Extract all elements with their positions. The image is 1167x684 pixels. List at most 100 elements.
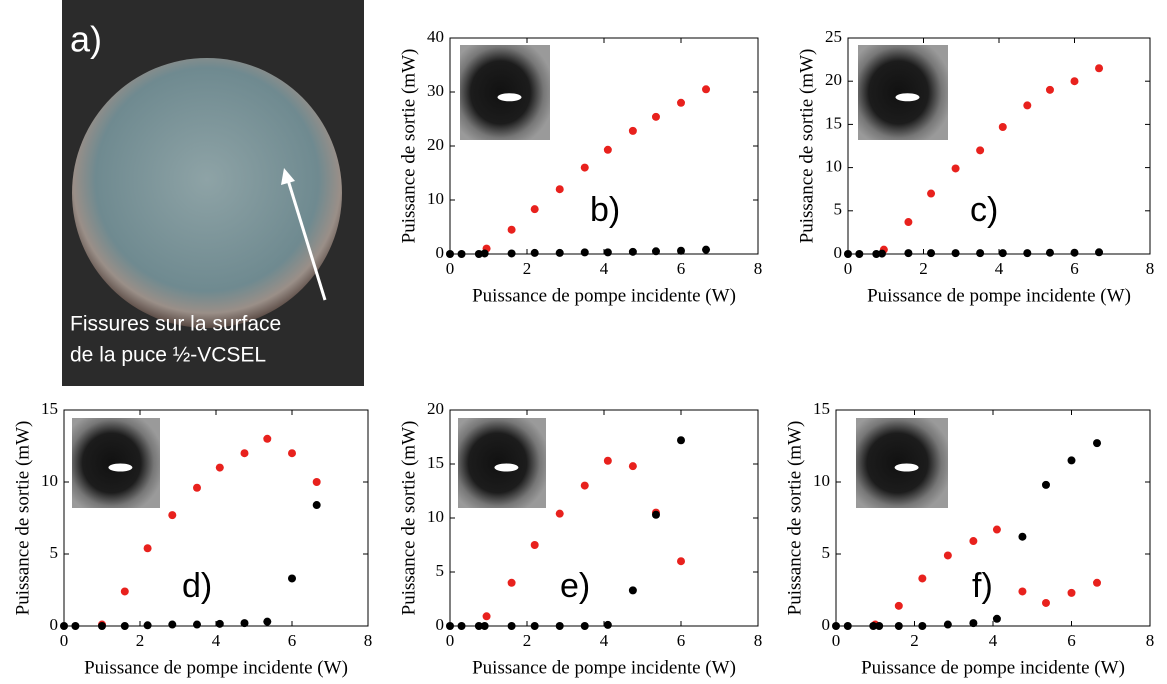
y-tick-label: 10	[427, 189, 444, 208]
y-tick-label: 0	[822, 615, 831, 634]
data-point	[951, 249, 960, 258]
data-point	[446, 622, 454, 630]
panel-label: b)	[590, 191, 620, 229]
x-tick-label: 0	[60, 631, 69, 650]
data-point	[120, 622, 129, 630]
x-tick-label: 2	[523, 631, 532, 650]
data-point	[1023, 249, 1032, 258]
data-point	[1067, 456, 1076, 465]
x-tick-label: 8	[754, 259, 763, 278]
x-tick-label: 8	[754, 631, 763, 650]
x-axis-label: Puissance de pompe incidente (W)	[472, 657, 736, 678]
y-tick-label: 5	[436, 561, 445, 580]
data-point	[580, 481, 589, 490]
data-point	[555, 622, 564, 630]
y-tick-label: 10	[427, 507, 444, 526]
data-point	[832, 622, 840, 630]
x-tick-label: 4	[989, 631, 998, 650]
y-axis-label: Puissance de sortie (mW)	[12, 421, 33, 616]
data-point	[651, 112, 660, 121]
data-point	[193, 483, 201, 492]
data-point	[1045, 248, 1054, 257]
data-point	[457, 622, 466, 630]
data-point	[263, 617, 272, 626]
y-tick-label: 10	[813, 471, 830, 490]
y-tick-label: 15	[427, 453, 444, 472]
x-tick-label: 0	[832, 631, 841, 650]
data-point	[1041, 598, 1050, 607]
panel-label: a)	[70, 19, 102, 60]
x-axis-label: Puissance de pompe incidente (W)	[84, 657, 348, 678]
arrow	[286, 179, 327, 301]
data-point	[869, 622, 878, 630]
x-tick-label: 6	[677, 631, 686, 650]
data-point	[530, 541, 539, 549]
data-point	[855, 250, 864, 258]
y-tick-label: 20	[427, 135, 444, 154]
data-point	[446, 250, 454, 258]
x-axis-label: Puissance de pompe incidente (W)	[867, 285, 1131, 306]
caption: de la puce ½-VCSEL	[70, 344, 266, 367]
y-tick-label: 40	[427, 27, 444, 46]
x-tick-label: 4	[600, 259, 609, 278]
data-point	[240, 619, 249, 628]
data-point	[98, 622, 106, 630]
data-point	[677, 436, 685, 445]
y-tick-label: 0	[436, 243, 445, 262]
data-point	[628, 462, 637, 471]
data-point	[677, 246, 685, 255]
x-tick-label: 4	[600, 631, 609, 650]
y-tick-label: 0	[834, 243, 843, 262]
y-tick-label: 0	[50, 615, 59, 634]
x-tick-label: 2	[523, 259, 532, 278]
data-point	[1018, 587, 1027, 596]
data-point	[507, 225, 516, 234]
data-point	[875, 622, 884, 630]
data-point	[976, 146, 985, 155]
chart: 0 2 4 6 8 0 5 10 15 Puissance de pompe incidente …	[784, 399, 1154, 678]
data-point	[530, 622, 539, 630]
data-point	[904, 218, 913, 227]
data-point	[844, 250, 852, 258]
data-point	[677, 557, 685, 566]
data-point	[312, 478, 321, 486]
data-point	[480, 622, 489, 630]
y-tick-label: 10	[41, 471, 58, 490]
data-point	[240, 449, 249, 458]
data-point	[507, 622, 516, 630]
data-point	[580, 163, 589, 172]
x-tick-label: 0	[446, 259, 455, 278]
data-point	[877, 249, 886, 258]
x-tick-label: 6	[1070, 259, 1079, 278]
data-point	[555, 248, 564, 257]
x-tick-label: 8	[1146, 631, 1155, 650]
data-point	[1095, 64, 1104, 73]
data-point	[474, 622, 483, 630]
x-tick-label: 8	[364, 631, 373, 650]
data-point	[843, 622, 852, 630]
y-tick-label: 10	[825, 157, 842, 176]
data-point	[904, 249, 913, 258]
data-point	[927, 249, 936, 258]
data-point	[603, 456, 612, 465]
data-point	[992, 525, 1001, 534]
y-axis-label: Puissance de sortie (mW)	[796, 49, 817, 244]
data-point	[1070, 248, 1079, 257]
data-point	[482, 612, 491, 621]
data-point	[263, 434, 272, 443]
inset-spot	[494, 463, 519, 472]
data-point	[992, 614, 1001, 623]
y-tick-label: 5	[50, 543, 59, 562]
data-point	[943, 551, 952, 560]
inset-spot	[895, 93, 920, 102]
data-point	[168, 620, 177, 629]
inset-spot	[894, 463, 919, 472]
data-point	[530, 248, 539, 257]
inset-photo	[460, 45, 550, 140]
x-tick-label: 4	[995, 259, 1004, 278]
data-point	[474, 250, 483, 258]
data-point	[457, 250, 466, 258]
inset-photo	[458, 418, 546, 508]
data-point	[677, 98, 685, 107]
data-point	[507, 578, 516, 587]
